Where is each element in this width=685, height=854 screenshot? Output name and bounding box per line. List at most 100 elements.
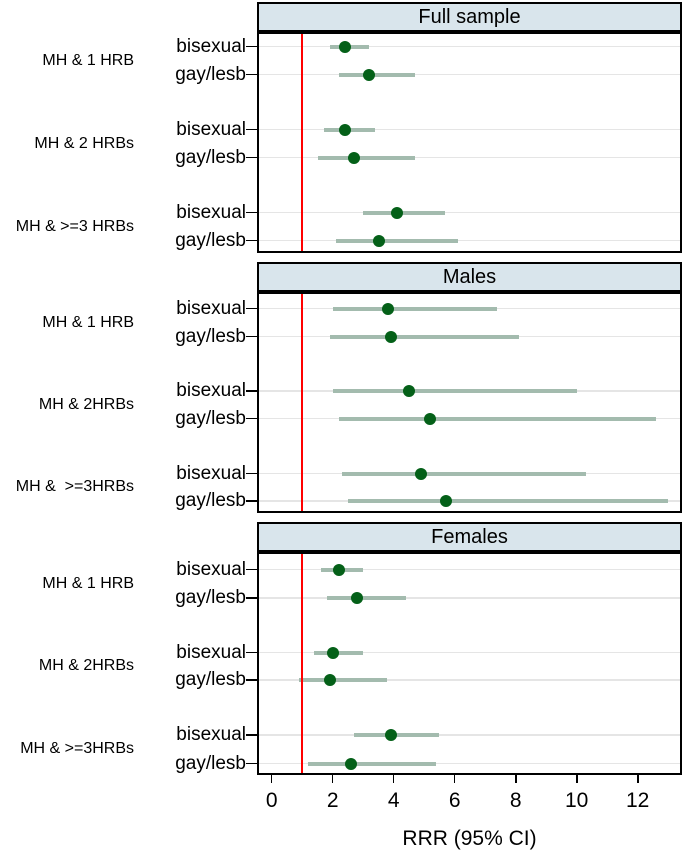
estimate-dot: [332, 563, 345, 576]
row-label: gay/lesb: [175, 146, 246, 168]
reference-line: [301, 554, 304, 773]
row-tick: [246, 128, 259, 131]
row-label: bisexual: [176, 35, 246, 57]
axis-tick-label: 2: [326, 789, 339, 812]
group-label: MH & 1 HRB: [42, 574, 134, 592]
gridline: [259, 128, 680, 131]
plot-area: [257, 292, 682, 513]
row-tick: [246, 211, 259, 214]
gridline: [259, 239, 680, 242]
row-label: gay/lesb: [175, 407, 246, 429]
row-tick: [246, 335, 259, 338]
gridline: [259, 651, 680, 654]
gridline: [259, 73, 680, 76]
panel-header: Females: [257, 522, 682, 552]
gridline: [259, 597, 680, 599]
row-label: gay/lesb: [175, 752, 246, 774]
row-label: bisexual: [176, 462, 246, 484]
row-tick: [246, 679, 259, 681]
group-label: MH & >=3HRBs: [20, 740, 134, 758]
row-label: gay/lesb: [175, 587, 246, 608]
panel-title: Full sample: [418, 6, 521, 28]
row-label: gay/lesb: [175, 63, 246, 85]
gridline: [259, 45, 680, 48]
panel-header: Males: [257, 262, 682, 292]
group-label: MH & 1 HRB: [42, 313, 134, 331]
estimate-dot: [384, 330, 397, 343]
row-label: bisexual: [176, 380, 246, 401]
axis-tick: [392, 775, 395, 783]
estimate-dot: [424, 412, 437, 425]
group-label: MH & 2 HRBs: [34, 134, 134, 152]
row-label: bisexual: [176, 724, 246, 745]
gridline: [259, 211, 680, 214]
ci-line: [363, 210, 446, 215]
plot-area: [257, 32, 682, 253]
axis-tick: [453, 775, 456, 783]
row-label: gay/lesb: [175, 490, 246, 511]
estimate-dot: [326, 646, 339, 659]
row-tick: [246, 568, 259, 571]
row-label: bisexual: [176, 201, 246, 223]
row-tick: [246, 156, 259, 159]
row-label: bisexual: [176, 558, 246, 580]
ci-line: [341, 471, 586, 476]
row-tick: [246, 73, 259, 76]
panel-title: Females: [431, 526, 508, 548]
estimate-dot: [384, 729, 397, 741]
plot-area: [257, 552, 682, 775]
estimate-dot: [439, 495, 452, 507]
row-tick: [246, 390, 259, 392]
ci-line: [308, 761, 437, 766]
panel-header: Full sample: [257, 2, 682, 32]
reference-line: [301, 294, 304, 511]
row-label: bisexual: [176, 118, 246, 140]
row-label: gay/lesb: [175, 325, 246, 347]
estimate-dot: [323, 674, 336, 686]
row-label: gay/lesb: [175, 229, 246, 251]
ci-line: [317, 155, 416, 160]
gridline: [259, 762, 680, 765]
ci-line: [314, 650, 364, 655]
axis-tick-label: 0: [265, 789, 278, 812]
row-tick: [246, 651, 259, 654]
axis-tick-label: 4: [387, 789, 400, 812]
ci-line: [338, 72, 415, 77]
estimate-dot: [363, 68, 376, 81]
estimate-dot: [345, 757, 357, 770]
group-label: MH & 2HRBs: [38, 395, 134, 413]
panel-title: Males: [442, 266, 497, 288]
x-axis-label: RRR (95% CI): [402, 827, 537, 850]
ci-line: [348, 499, 669, 503]
group-label: MH & 2HRBs: [38, 657, 134, 675]
axis-tick: [576, 775, 578, 783]
row-tick: [246, 762, 259, 765]
ci-line: [299, 678, 388, 682]
estimate-dot: [338, 123, 351, 136]
axis-tick: [331, 775, 334, 783]
axis-tick-label: 10: [565, 789, 589, 812]
group-label: MH & >=3HRBs: [15, 478, 134, 496]
group-label: MH & 1 HRB: [42, 51, 134, 69]
row-tick: [246, 307, 259, 310]
axis-tick: [515, 775, 517, 783]
ci-line: [338, 416, 656, 421]
ci-line: [329, 334, 519, 339]
axis-tick-label: 12: [626, 789, 650, 812]
row-label: bisexual: [176, 641, 246, 663]
ci-line: [335, 238, 458, 243]
estimate-dot: [402, 385, 415, 397]
gridline: [259, 679, 680, 681]
estimate-dot: [338, 40, 351, 53]
ci-line: [332, 306, 498, 311]
row-tick: [246, 239, 259, 242]
axis-tick: [270, 775, 273, 783]
ci-line: [354, 733, 440, 737]
gridline: [259, 156, 680, 159]
row-tick: [246, 417, 259, 420]
row-tick: [246, 734, 259, 736]
row-tick: [246, 472, 259, 475]
row-tick: [246, 500, 259, 502]
gridline: [259, 734, 680, 736]
